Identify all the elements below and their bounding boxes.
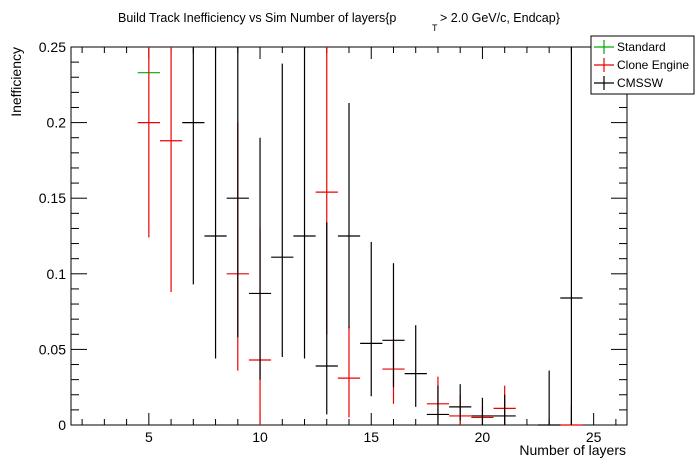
data-point — [426, 385, 450, 425]
data-point — [271, 63, 294, 357]
y-tick-label: 0.1 — [47, 266, 67, 282]
data-point — [560, 47, 583, 425]
y-tick-label: 0.15 — [39, 190, 66, 206]
x-tick-label: 5 — [145, 429, 153, 445]
data-point — [382, 263, 405, 388]
data-point — [493, 394, 516, 425]
chart-title-subscript: T — [432, 23, 438, 33]
legend: Standard Clone Engine CMSSW — [590, 35, 695, 95]
legend-label-cmssw: CMSSW — [617, 76, 664, 90]
x-axis-tick-labels: 5 10 15 20 25 — [145, 429, 602, 445]
data-point — [315, 222, 338, 415]
legend-label-clone-engine: Clone Engine — [617, 58, 689, 72]
data-point — [204, 47, 227, 359]
data-point — [293, 47, 316, 359]
x-tick-label: 20 — [475, 429, 491, 445]
y-tick-label: 0 — [58, 417, 66, 433]
y-tick-label: 0.2 — [47, 115, 67, 131]
y-axis-tick-labels: 0 0.05 0.1 0.15 0.2 0.25 — [39, 39, 66, 433]
data-point — [137, 47, 160, 238]
x-axis-title: Number of layers — [519, 442, 626, 458]
data-point — [226, 47, 249, 338]
data-point — [360, 242, 383, 397]
x-tick-label: 25 — [586, 429, 602, 445]
data-point — [182, 47, 205, 285]
chart-title-suffix: > 2.0 GeV/c, Endcap} — [440, 11, 560, 25]
data-point — [404, 325, 427, 407]
chart-title: Build Track Inefficiency vs Sim Number o… — [118, 11, 396, 25]
y-axis-ticks — [71, 46, 627, 426]
x-tick-label: 15 — [363, 429, 379, 445]
y-tick-label: 0.25 — [39, 39, 66, 55]
y-tick-label: 0.05 — [39, 341, 66, 357]
data-point — [159, 47, 183, 292]
data-point — [471, 397, 494, 425]
data-point — [248, 137, 272, 380]
data-point — [337, 102, 361, 329]
data-point — [449, 384, 472, 421]
y-axis-title: Inefficiency — [8, 47, 24, 117]
data-point — [337, 326, 361, 418]
x-tick-label: 10 — [252, 429, 268, 445]
series-layer — [137, 47, 583, 426]
series-cmssw — [182, 47, 583, 426]
legend-label-standard: Standard — [617, 40, 666, 54]
data-point — [538, 370, 561, 426]
